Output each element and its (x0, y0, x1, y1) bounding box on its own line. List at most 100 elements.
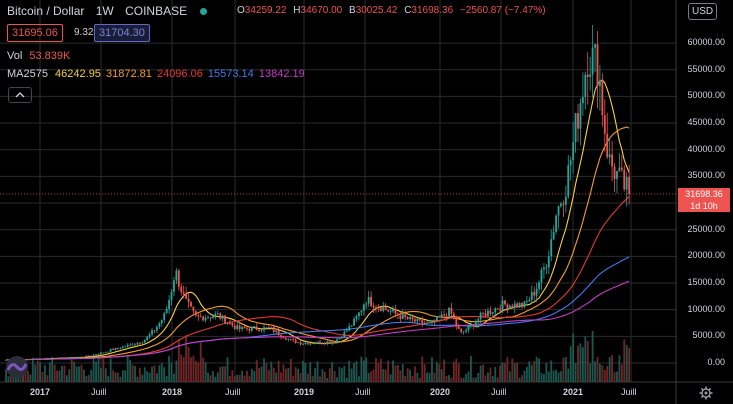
candle-body (501, 300, 504, 311)
candle-body (406, 316, 409, 320)
volume-bar (107, 376, 110, 382)
volume-bar (572, 333, 575, 382)
collapse-legend-button[interactable] (8, 87, 32, 103)
candle-body (443, 314, 446, 316)
volume-bar (594, 361, 596, 382)
candle-body (26, 359, 29, 360)
time-axis-label: Juill (355, 387, 371, 397)
candle-body (394, 309, 397, 314)
candle-body (421, 319, 424, 324)
volume-legend[interactable]: Vol 53.839K (7, 50, 70, 62)
bar-countdown: 1d 10h (690, 201, 718, 211)
volume-bar (547, 371, 550, 382)
candle-body (263, 327, 265, 331)
volume-bar (487, 372, 489, 382)
volume-bar (22, 371, 24, 382)
candle-body (523, 301, 526, 308)
volume-bar (229, 376, 231, 382)
volume-bar (513, 363, 516, 382)
candle-body (265, 327, 268, 329)
volume-bar (501, 362, 504, 382)
volume-bar (202, 357, 205, 382)
candle-body (599, 80, 601, 87)
market-status-icon (200, 8, 208, 16)
candle-body (192, 306, 195, 311)
candle-body (572, 142, 575, 161)
candle-body (31, 358, 34, 360)
exchange-label: COINBASE (125, 4, 188, 18)
gear-icon[interactable] (699, 386, 713, 400)
volume-bar (457, 363, 460, 382)
candle-body (508, 305, 511, 309)
volume-bar (518, 377, 521, 382)
ma-legend[interactable]: MA2575 46242.95 31872.81 24096.06 15573.… (7, 68, 305, 80)
candle-body (336, 339, 338, 343)
candle-body (457, 326, 460, 329)
volume-bar (421, 356, 424, 382)
candle-body (302, 343, 304, 345)
candle-body (299, 342, 302, 345)
candle-body (97, 354, 100, 355)
volume-bar (219, 367, 222, 382)
candle-body (109, 349, 112, 352)
time-axis-label: Juill (91, 387, 107, 397)
currency-button[interactable]: USD (688, 3, 718, 20)
candle-body (238, 325, 241, 330)
buy-price-button[interactable]: 31704.30 (94, 24, 150, 42)
volume-bar (591, 330, 594, 382)
volume-bar (404, 375, 407, 382)
volume-bar (248, 375, 251, 382)
volume-bar (309, 361, 312, 382)
ma-label: MA2575 (7, 68, 48, 80)
volume-bar (448, 375, 450, 382)
volume-bar (194, 360, 197, 382)
volume-bar (569, 346, 572, 382)
volume-bar (443, 359, 446, 382)
candle-body (552, 231, 555, 240)
volume-bar (606, 366, 609, 382)
tradingview-logo-icon[interactable] (3, 355, 31, 379)
ma-value-2: 31872.81 (106, 68, 152, 80)
volume-bar (97, 357, 100, 382)
volume-bar (29, 374, 32, 382)
candle-body (418, 318, 421, 320)
volume-bar (474, 377, 477, 382)
volume-bar (224, 366, 226, 382)
volume-bar (121, 370, 124, 382)
candle-body (48, 358, 51, 359)
price-axis-label: 0.00 (707, 357, 725, 367)
candle-body (611, 154, 614, 167)
candle-body (365, 303, 368, 305)
low-label: B (349, 5, 356, 16)
volume-bar (355, 361, 358, 382)
volume-bar (586, 340, 589, 382)
candle-body (73, 357, 76, 359)
volume-bar (538, 358, 540, 382)
candle-body (445, 315, 448, 317)
volume-bar (280, 372, 282, 382)
candle-body (92, 354, 95, 356)
volume-bar (409, 369, 411, 382)
volume-bar (190, 357, 192, 382)
price-axis-label: 60000.00 (687, 37, 725, 48)
candle-body (126, 344, 129, 347)
candle-body (258, 329, 261, 332)
volume-bar (555, 369, 558, 382)
volume-bar (399, 370, 402, 382)
candle-body (338, 337, 341, 340)
symbol-header[interactable]: Bitcoin / Dollar 1W COINBASE (7, 3, 213, 19)
candle-body (426, 322, 429, 324)
volume-bar (241, 370, 244, 382)
candle-body (479, 312, 482, 320)
candle-body (246, 328, 248, 330)
sell-price-button[interactable]: 31695.06 (7, 24, 63, 42)
candle-body (158, 323, 161, 328)
candle-body (489, 310, 492, 314)
volume-bar (104, 368, 107, 382)
volume-bar (377, 362, 380, 382)
candle-body (326, 341, 329, 344)
volume-bar (250, 368, 253, 382)
volume-bar (63, 365, 66, 382)
candle-body (160, 320, 163, 324)
